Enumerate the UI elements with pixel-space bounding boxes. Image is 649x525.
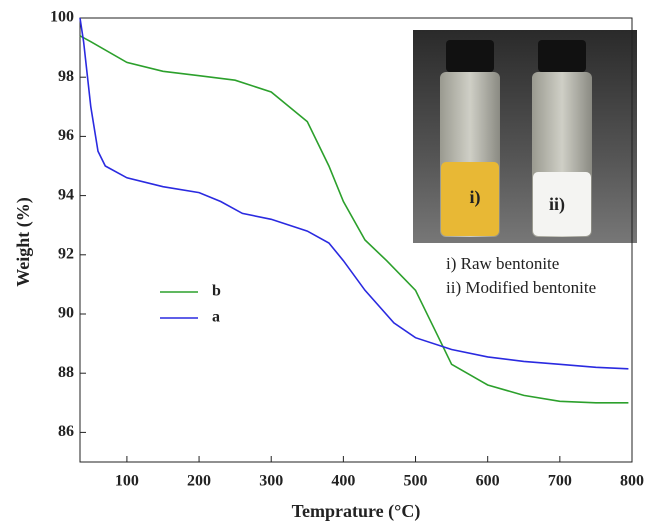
vial-cap (446, 40, 494, 72)
x-tick-label: 100 (115, 473, 139, 490)
y-tick-label: 100 (50, 9, 74, 26)
modified-powder (533, 172, 591, 236)
x-axis-title: Temprature (°C) (292, 501, 421, 522)
inset-photo (413, 30, 637, 243)
data-line (79, 35, 629, 404)
x-tick-label: 600 (476, 473, 500, 490)
photo-label: ii) (549, 194, 565, 215)
caption: ii) Modified bentonite (446, 278, 596, 297)
y-tick-label: 98 (58, 68, 74, 85)
x-tick-label: 800 (620, 473, 644, 490)
y-tick-label: 96 (58, 127, 74, 144)
legend-label: a (212, 309, 220, 326)
legend-label: b (212, 283, 221, 300)
caption: i) Raw bentonite (446, 254, 559, 273)
vial-cap (538, 40, 586, 72)
x-tick-label: 200 (187, 473, 211, 490)
raw-powder (441, 162, 499, 236)
y-tick-label: 94 (58, 186, 74, 203)
y-tick-label: 90 (58, 305, 74, 322)
x-tick-label: 400 (331, 473, 355, 490)
y-tick-label: 88 (58, 364, 74, 381)
plot-frame (79, 17, 633, 463)
y-axis-title: Weight (%) (13, 197, 34, 287)
y-tick-label: 86 (58, 423, 74, 440)
x-tick-label: 500 (404, 473, 428, 490)
y-tick-label: 92 (58, 245, 74, 262)
data-line (79, 17, 629, 370)
photo-label: i) (470, 187, 481, 208)
x-tick-label: 300 (259, 473, 283, 490)
x-tick-label: 700 (548, 473, 572, 490)
